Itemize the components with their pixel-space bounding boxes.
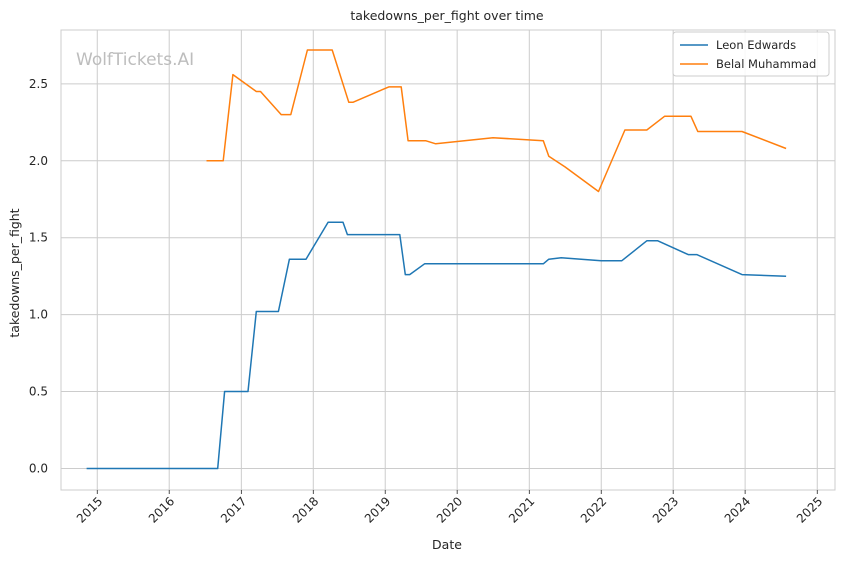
y-axis-label: takedowns_per_fight: [7, 208, 22, 337]
watermark: WolfTickets.AI: [76, 50, 194, 70]
legend-box: [672, 31, 830, 77]
y-axis-ticks: 0.0 0.5 1.0 1.5 2.0 2.5: [29, 77, 48, 476]
legend-label-leon-edwards: Leon Edwards: [716, 38, 796, 52]
y-tick-label-2.5: 2.5: [29, 77, 48, 91]
x-axis-label: Date: [432, 537, 462, 552]
y-tick-label-0.5: 0.5: [29, 385, 48, 399]
y-tick-label-2.0: 2.0: [29, 154, 48, 168]
plot-area: [60, 29, 836, 491]
y-tick-label-0.0: 0.0: [29, 461, 48, 475]
y-tick-label-1.5: 1.5: [29, 231, 48, 245]
series-line-leon-edwards: [86, 221, 787, 470]
legend-label-belal-muhammad: Belal Muhammad: [716, 57, 816, 71]
y-tick-label-1.0: 1.0: [29, 308, 48, 322]
grid: [61, 30, 835, 490]
series-layer: [86, 49, 787, 470]
legend: Leon Edwards Belal Muhammad: [672, 31, 830, 77]
chart-title: takedowns_per_fight over time: [350, 8, 544, 23]
series-line-belal-muhammad: [206, 49, 787, 193]
